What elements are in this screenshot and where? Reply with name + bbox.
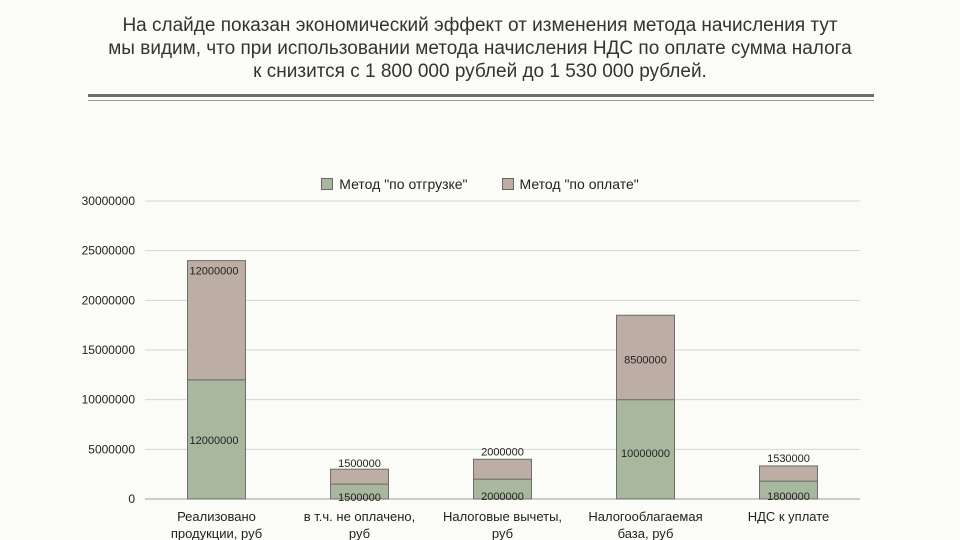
data-label: 12000000 [190,435,239,447]
y-tick-label: 10000000 [82,393,136,407]
legend-swatch-payment [501,178,514,190]
x-category-label: база, руб [618,526,674,540]
bar-segment [473,458,532,480]
x-category-label: НДС к уплате [748,509,830,524]
y-tick-label: 15000000 [82,343,136,357]
x-category-label: Реализовано [177,509,256,524]
bar-segment [187,260,246,381]
x-category-label: Налогооблагаемая [588,509,702,524]
legend-item-shipment: Метод "по отгрузке" [321,176,468,192]
bar-segment [616,314,675,401]
data-label: 2000000 [481,446,524,458]
slide-title-line-2: мы видим, что при использовании метода н… [108,38,852,59]
y-tick-label: 30000000 [82,194,136,208]
y-tick-label: 25000000 [82,244,136,258]
data-label: 1500000 [338,492,381,504]
data-label: 1500000 [338,458,381,470]
legend-item-payment: Метод "по оплате" [501,176,639,192]
bar-segment [616,399,675,500]
legend-swatch-shipment [321,178,334,190]
title-divider-thick [88,94,874,97]
data-label: 1530000 [767,453,810,465]
x-category-label: руб [492,526,513,540]
bar-segment [187,379,246,500]
x-category-label: Налоговые вычеты, [443,509,562,524]
x-category-label: в т.ч. не оплачено, [304,509,415,524]
title-divider-thin [88,100,874,101]
slide-title-line-3: к снизится с 1 800 000 рублей до 1 530 0… [253,61,707,82]
legend-label-payment: Метод "по оплате" [519,176,639,192]
data-label: 1800000 [767,491,810,503]
bar-segment [759,465,818,482]
y-tick-label: 20000000 [82,293,136,307]
slide-title: На слайде показан экономический эффект о… [70,14,890,83]
legend-label-shipment: Метод "по отгрузке" [339,176,468,192]
data-label: 12000000 [190,266,239,278]
data-label: 2000000 [481,491,524,503]
y-tick-label: 5000000 [88,442,135,456]
data-label: 10000000 [621,448,670,460]
x-category-label: продукции, руб [171,526,262,540]
x-category-label: руб [349,526,370,540]
slide-title-line-1: На слайде показан экономический эффект о… [122,15,838,36]
data-label: 8500000 [624,355,667,367]
bar-segment [330,468,389,485]
chart-legend: Метод "по отгрузке" Метод "по оплате" [0,176,960,192]
y-tick-label: 0 [128,492,135,506]
